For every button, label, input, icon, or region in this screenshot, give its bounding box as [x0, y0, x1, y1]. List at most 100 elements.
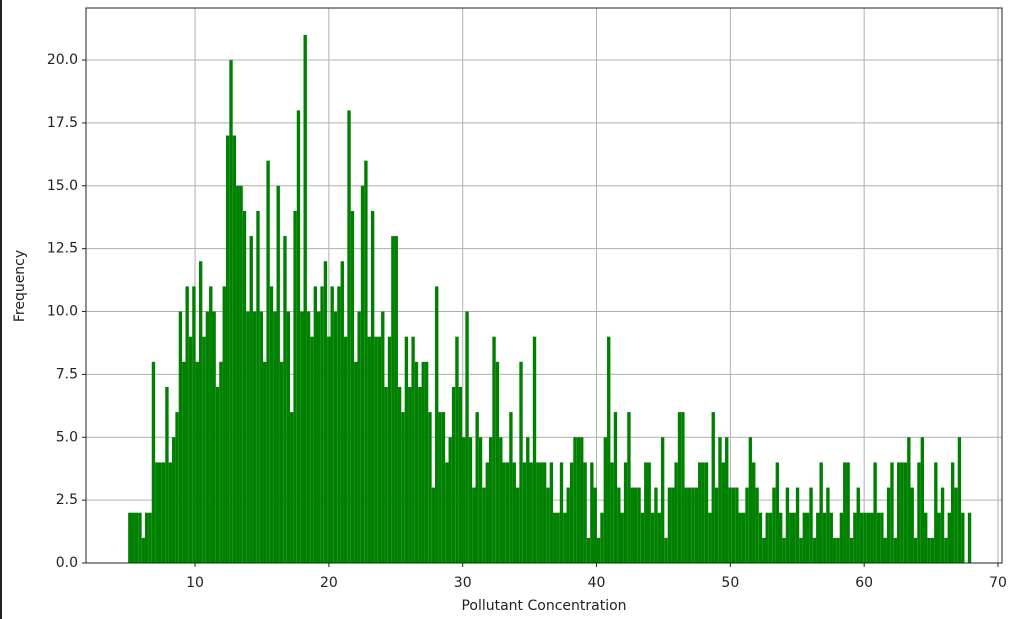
bar: [910, 487, 914, 563]
bar: [623, 462, 628, 563]
bar: [607, 336, 611, 563]
bar: [205, 311, 210, 563]
y-tick-label: 10.0: [47, 304, 78, 320]
bar: [495, 361, 500, 563]
bar: [701, 462, 705, 563]
bar: [246, 311, 250, 563]
bar: [691, 487, 695, 563]
bar: [188, 336, 193, 563]
bar: [785, 487, 790, 563]
bar: [859, 512, 864, 563]
bar: [283, 236, 287, 563]
bar: [886, 487, 891, 563]
bar: [870, 512, 874, 563]
bar: [947, 512, 951, 563]
bar: [310, 336, 314, 563]
bar: [515, 487, 520, 563]
bar: [667, 487, 672, 563]
y-tick-label: 7.5: [56, 366, 78, 382]
bar: [303, 34, 307, 563]
bar: [954, 487, 958, 563]
bar: [863, 512, 867, 563]
bar: [269, 286, 274, 563]
x-tick-label: 50: [721, 575, 739, 591]
bar: [799, 537, 803, 563]
bar: [826, 487, 830, 563]
bar: [266, 160, 270, 563]
bar: [805, 512, 810, 563]
bar: [492, 336, 496, 563]
bar: [755, 487, 759, 563]
bar: [145, 512, 149, 563]
bar: [424, 361, 429, 563]
y-tick-label: 15.0: [47, 178, 78, 194]
bar: [431, 487, 436, 563]
bar: [161, 462, 166, 563]
bar: [725, 437, 729, 563]
bar: [478, 437, 483, 563]
bar: [337, 286, 341, 563]
bar: [553, 512, 557, 563]
bar: [819, 462, 823, 563]
bar: [812, 537, 817, 563]
bar: [563, 512, 567, 563]
bar: [967, 512, 972, 563]
bar: [320, 286, 324, 563]
bar: [647, 462, 651, 563]
y-tick-label: 5.0: [56, 429, 78, 445]
bar: [542, 462, 547, 563]
bar: [141, 537, 146, 563]
bar: [229, 60, 233, 564]
x-tick-label: 60: [855, 575, 873, 591]
y-tick-label: 20.0: [47, 52, 78, 68]
bar: [873, 462, 877, 563]
bar: [529, 462, 533, 563]
bar: [290, 412, 294, 563]
bar: [704, 462, 709, 563]
bar: [657, 512, 661, 563]
bar: [313, 286, 318, 563]
bar: [654, 487, 658, 563]
bar: [684, 487, 688, 563]
bar: [239, 185, 243, 563]
bar: [816, 512, 820, 563]
bar: [728, 487, 732, 563]
bar: [421, 361, 425, 563]
bar: [927, 537, 931, 563]
bar: [802, 512, 806, 563]
bar: [236, 185, 240, 563]
bar: [745, 487, 749, 563]
bar: [158, 462, 162, 563]
bar: [890, 462, 894, 563]
ticks-layer: 0.0 2.5 5.0 7.5 10.0 12.5 15.0 17.5 20.0 10 20 30 40…: [47, 52, 1007, 591]
bar: [202, 336, 206, 563]
bar: [364, 160, 368, 563]
bar: [856, 487, 860, 563]
bar: [435, 286, 439, 563]
bar: [472, 487, 476, 563]
bar: [397, 386, 402, 563]
bar: [546, 487, 550, 563]
bar: [559, 462, 564, 563]
bar: [438, 412, 442, 563]
bar: [445, 462, 449, 563]
bar: [175, 412, 179, 563]
bar: [377, 336, 382, 563]
bar: [340, 261, 344, 563]
bar: [876, 512, 881, 563]
bar: [600, 512, 604, 563]
bar: [603, 437, 608, 563]
bar: [333, 311, 338, 563]
bar: [610, 462, 614, 563]
bar: [401, 412, 405, 563]
bar: [917, 462, 921, 563]
bar: [465, 311, 469, 563]
bar: [296, 110, 301, 564]
bar: [930, 537, 935, 563]
y-tick-label: 17.5: [47, 115, 78, 131]
bar: [627, 412, 631, 563]
bar: [566, 487, 570, 563]
bar: [242, 210, 247, 563]
bar: [499, 437, 503, 563]
bar: [735, 487, 739, 563]
